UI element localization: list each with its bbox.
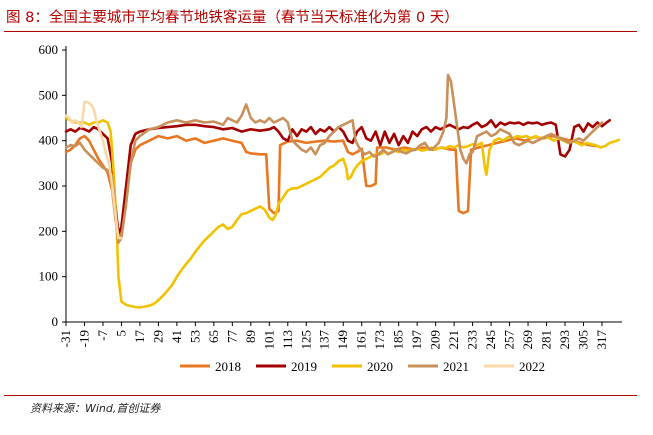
x-tick-label: 29 (150, 330, 165, 343)
y-tick-label: 100 (39, 269, 59, 284)
legend-label: 2021 (443, 359, 469, 374)
y-tick-label: 400 (39, 133, 59, 148)
legend-item-2019: 2019 (256, 359, 317, 374)
x-axis: -31 -19 -7 5 17 29 41 53 65 77 89 101 113 125 137 149 16… (58, 321, 622, 350)
y-tick-label: 0 (52, 314, 59, 329)
legend-item-2021: 2021 (408, 359, 469, 374)
x-tick-label: 161 (354, 330, 369, 350)
x-tick-label: 257 (502, 330, 517, 350)
source-rule (4, 395, 637, 396)
legend-label: 2018 (215, 359, 241, 374)
x-tick-label: 221 (446, 330, 461, 350)
source-note: 资料来源：Wind,首创证券 (30, 402, 161, 415)
legend-label: 2022 (519, 359, 545, 374)
series-line-2019 (64, 119, 611, 235)
x-tick-label: 149 (335, 330, 350, 350)
legend-label: 2020 (367, 359, 393, 374)
series-layer (64, 73, 621, 309)
x-tick-label: 113 (280, 330, 295, 349)
x-tick-label: 89 (243, 330, 258, 343)
x-tick-label: -19 (76, 330, 91, 347)
y-tick-label: 500 (39, 87, 59, 102)
x-tick-label: 125 (298, 330, 313, 350)
x-tick-label: 281 (539, 330, 554, 350)
x-tick-label: 293 (557, 330, 572, 350)
series-line-2021 (64, 73, 604, 244)
series-line-2018 (64, 134, 598, 240)
x-tick-label: 317 (594, 330, 609, 350)
series-line-2020 (64, 116, 621, 309)
x-tick-label: 209 (428, 330, 443, 350)
x-tick-label: 41 (169, 330, 184, 343)
x-tick-label: 65 (206, 330, 221, 343)
x-tick-label: 269 (520, 330, 535, 350)
y-tick-label: 600 (39, 42, 59, 57)
x-tick-label: 137 (317, 330, 332, 350)
x-tick-label: 53 (187, 330, 202, 343)
x-tick-label: 185 (391, 330, 406, 350)
y-tick-label: 200 (39, 223, 59, 238)
x-tick-label: 233 (465, 330, 480, 350)
x-tick-label: 245 (483, 330, 498, 350)
series-line-2022 (64, 100, 123, 240)
x-tick-label: 17 (132, 330, 147, 344)
y-tick-label: 300 (39, 178, 59, 193)
legend-item-2018: 2018 (180, 359, 241, 374)
legend-item-2020: 2020 (332, 359, 393, 374)
x-tick-label: 101 (261, 330, 276, 350)
chart-title: 图 8：全国主要城市平均春节地铁客运量（春节当天标准化为第 0 天） (6, 10, 459, 26)
x-tick-label: 197 (409, 330, 424, 350)
x-tick-label: 5 (113, 330, 128, 337)
legend-label: 2019 (291, 359, 317, 374)
x-tick-label: 173 (372, 330, 387, 350)
legend-item-2022: 2022 (484, 359, 545, 374)
x-tick-label: -31 (58, 330, 73, 347)
legend: 2018 2019 2020 2021 2022 (180, 359, 545, 374)
title-rule (4, 31, 637, 32)
x-tick-label: 77 (224, 330, 239, 344)
y-axis: 0 100 200 300 400 500 600 (39, 42, 67, 329)
x-tick-label: -7 (95, 330, 110, 341)
x-tick-label: 305 (575, 330, 590, 350)
